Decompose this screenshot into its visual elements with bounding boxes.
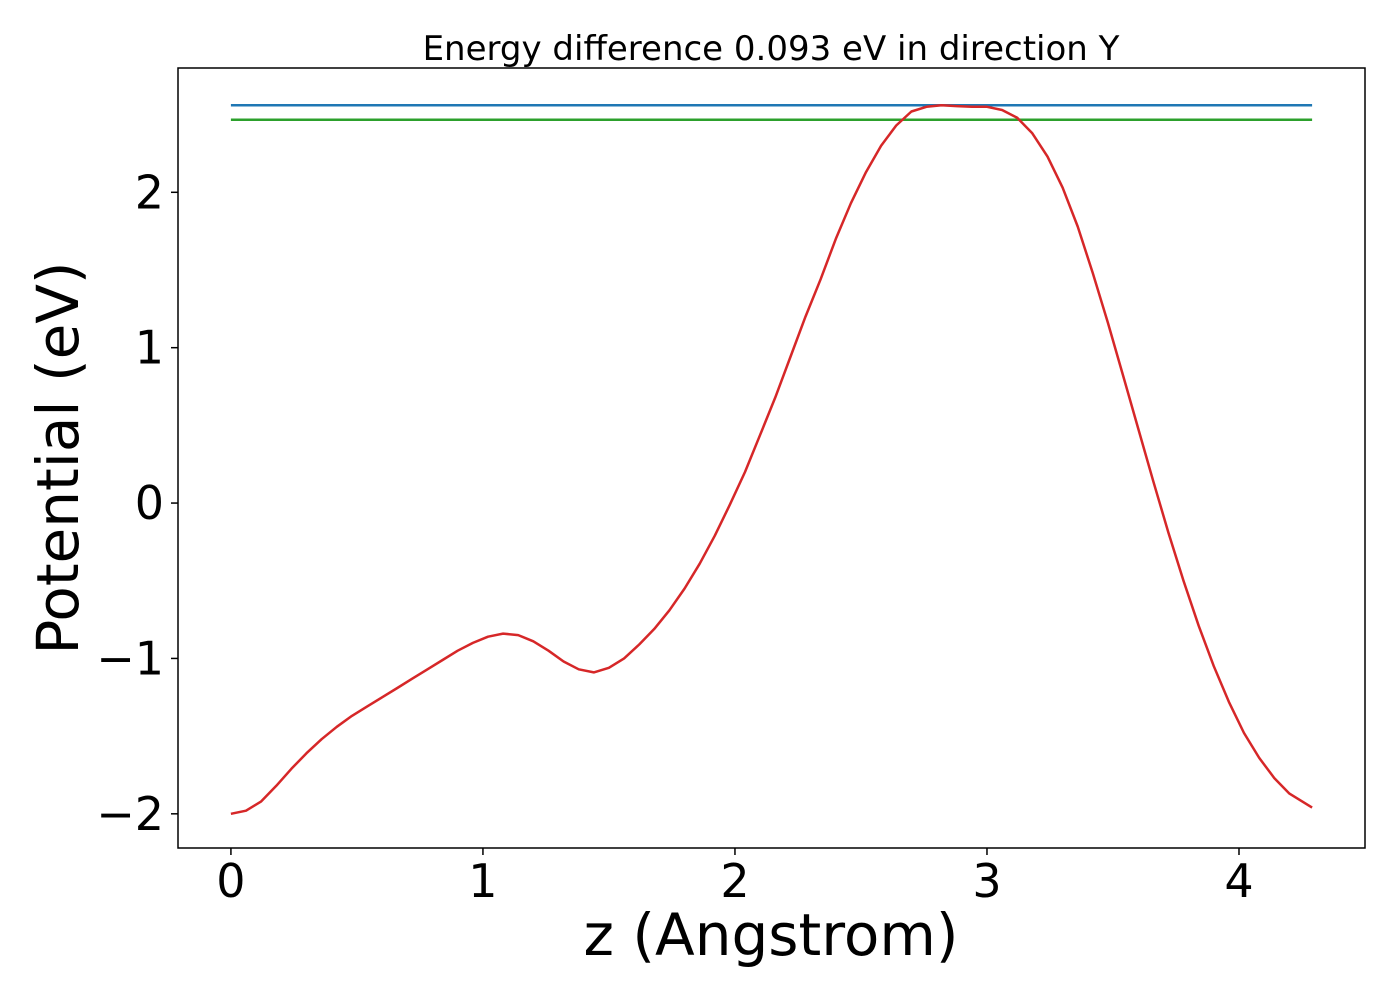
y-axis-ticks: −2 −1 0 1 2 — [96, 165, 178, 841]
x-tick-label: 4 — [1224, 854, 1253, 908]
y-tick-label: −1 — [96, 631, 164, 685]
plot-frame — [177, 67, 1366, 849]
y-tick-label: 0 — [135, 476, 164, 530]
x-axis-label: z (Angstrom) — [584, 901, 959, 969]
x-axis-ticks: 0 1 2 3 4 — [216, 848, 1254, 908]
x-tick-label: 0 — [216, 854, 245, 908]
series-layer — [230, 104, 1313, 816]
y-tick-label: 2 — [135, 165, 164, 219]
y-tick-label: 1 — [135, 321, 164, 375]
x-tick-label: 2 — [720, 854, 749, 908]
y-tick-label: −2 — [96, 787, 164, 841]
y-axis-label: Potential (eV) — [24, 261, 92, 654]
x-tick-label: 1 — [468, 854, 497, 908]
series-line-2 — [230, 104, 1313, 816]
x-tick-label: 3 — [972, 854, 1001, 908]
chart-title: Energy difference 0.093 eV in direction … — [423, 29, 1120, 69]
